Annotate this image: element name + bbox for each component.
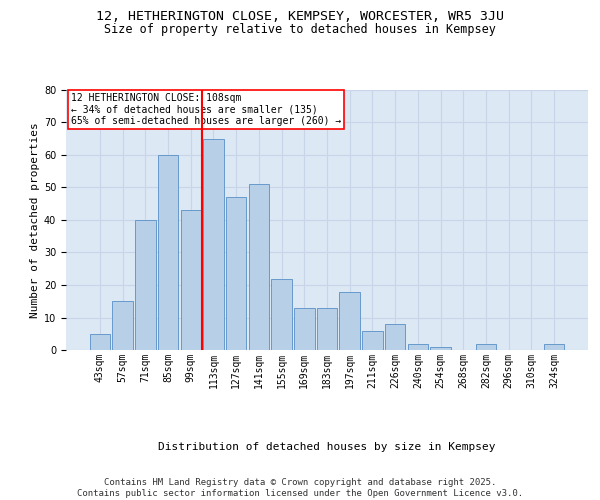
Bar <box>271 278 292 350</box>
Bar <box>362 330 383 350</box>
Bar <box>181 210 201 350</box>
Bar <box>158 155 178 350</box>
Bar <box>476 344 496 350</box>
Text: Contains HM Land Registry data © Crown copyright and database right 2025.
Contai: Contains HM Land Registry data © Crown c… <box>77 478 523 498</box>
Text: Size of property relative to detached houses in Kempsey: Size of property relative to detached ho… <box>104 22 496 36</box>
Bar <box>90 334 110 350</box>
Bar <box>340 292 360 350</box>
Bar <box>135 220 155 350</box>
Bar <box>294 308 314 350</box>
Bar <box>112 301 133 350</box>
Bar <box>430 347 451 350</box>
Bar <box>226 197 247 350</box>
Text: 12, HETHERINGTON CLOSE, KEMPSEY, WORCESTER, WR5 3JU: 12, HETHERINGTON CLOSE, KEMPSEY, WORCEST… <box>96 10 504 23</box>
Bar <box>317 308 337 350</box>
Bar <box>544 344 564 350</box>
Bar <box>385 324 406 350</box>
Text: 12 HETHERINGTON CLOSE: 108sqm
← 34% of detached houses are smaller (135)
65% of : 12 HETHERINGTON CLOSE: 108sqm ← 34% of d… <box>71 92 341 126</box>
Y-axis label: Number of detached properties: Number of detached properties <box>30 122 40 318</box>
Bar <box>407 344 428 350</box>
Text: Distribution of detached houses by size in Kempsey: Distribution of detached houses by size … <box>158 442 496 452</box>
Bar <box>203 138 224 350</box>
Bar <box>248 184 269 350</box>
